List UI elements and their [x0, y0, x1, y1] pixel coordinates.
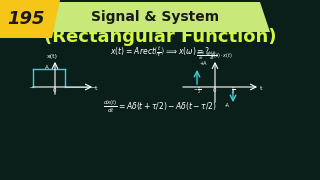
Text: $-\frac{\tau}{2}$: $-\frac{\tau}{2}$ — [193, 85, 201, 96]
Text: $\frac{dx(t)}{dt} = A\delta(t+\tau/2) - A\delta(t-\tau/2)$: $\frac{dx(t)}{dt} = A\delta(t+\tau/2) - … — [103, 99, 217, 115]
Text: $x(t) = A\,rect\!\left(\frac{t}{\tau}\right)\Longrightarrow x(\omega) = ?$: $x(t) = A\,rect\!\left(\frac{t}{\tau}\ri… — [110, 45, 210, 59]
Polygon shape — [0, 0, 60, 38]
Text: +A: +A — [199, 61, 207, 66]
Text: Fourier Transform: Fourier Transform — [69, 13, 251, 31]
Text: Signal & System: Signal & System — [91, 10, 219, 24]
Text: $\frac{dx(t)}{dt} = \delta(t) \cdot x(t)$: $\frac{dx(t)}{dt} = \delta(t) \cdot x(t)… — [196, 50, 234, 62]
Text: 195: 195 — [7, 10, 45, 28]
Polygon shape — [40, 2, 270, 32]
Text: -A: -A — [225, 103, 229, 108]
Text: (Rectangular Function): (Rectangular Function) — [44, 28, 276, 46]
Text: $\frac{dx(t)}{dt}$: $\frac{dx(t)}{dt}$ — [206, 50, 218, 62]
Text: 0: 0 — [212, 88, 216, 93]
Text: A: A — [45, 65, 49, 70]
Text: x(t): x(t) — [46, 54, 58, 59]
Text: t: t — [95, 86, 97, 91]
Text: 0: 0 — [52, 88, 56, 93]
Text: $\frac{\tau}{2}$: $\frac{\tau}{2}$ — [231, 85, 235, 96]
Text: t: t — [260, 86, 262, 91]
